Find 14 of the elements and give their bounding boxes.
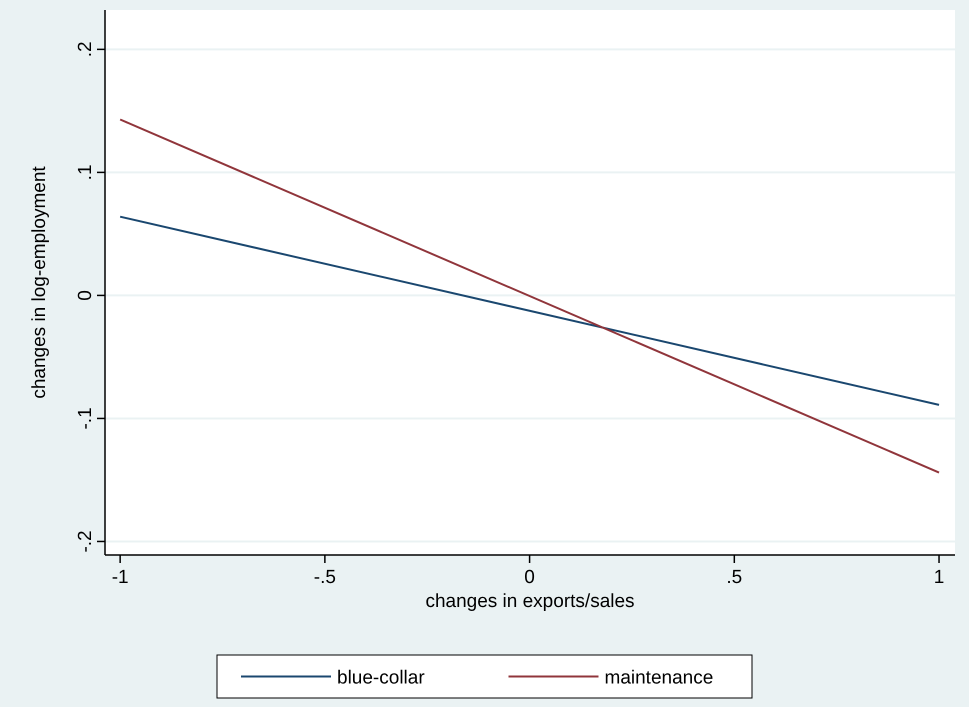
x-tick-label: -.5 xyxy=(314,567,336,588)
x-tick-label: 0 xyxy=(524,567,535,588)
y-tick-label: .1 xyxy=(75,164,96,180)
x-tick-label: -1 xyxy=(112,567,129,588)
y-tick-label: 0 xyxy=(75,290,96,301)
y-axis-title: changes in log-employment xyxy=(29,166,50,399)
legend-label: blue-collar xyxy=(337,668,426,688)
x-tick-label: 1 xyxy=(934,567,944,588)
y-tick-label: -.1 xyxy=(75,407,96,430)
x-axis-title: changes in exports/sales xyxy=(425,591,635,612)
x-tick-label: .5 xyxy=(726,567,742,588)
y-tick-label: -.2 xyxy=(75,530,96,553)
y-tick-label: .2 xyxy=(75,41,96,58)
legend-label: maintenance xyxy=(604,668,714,688)
